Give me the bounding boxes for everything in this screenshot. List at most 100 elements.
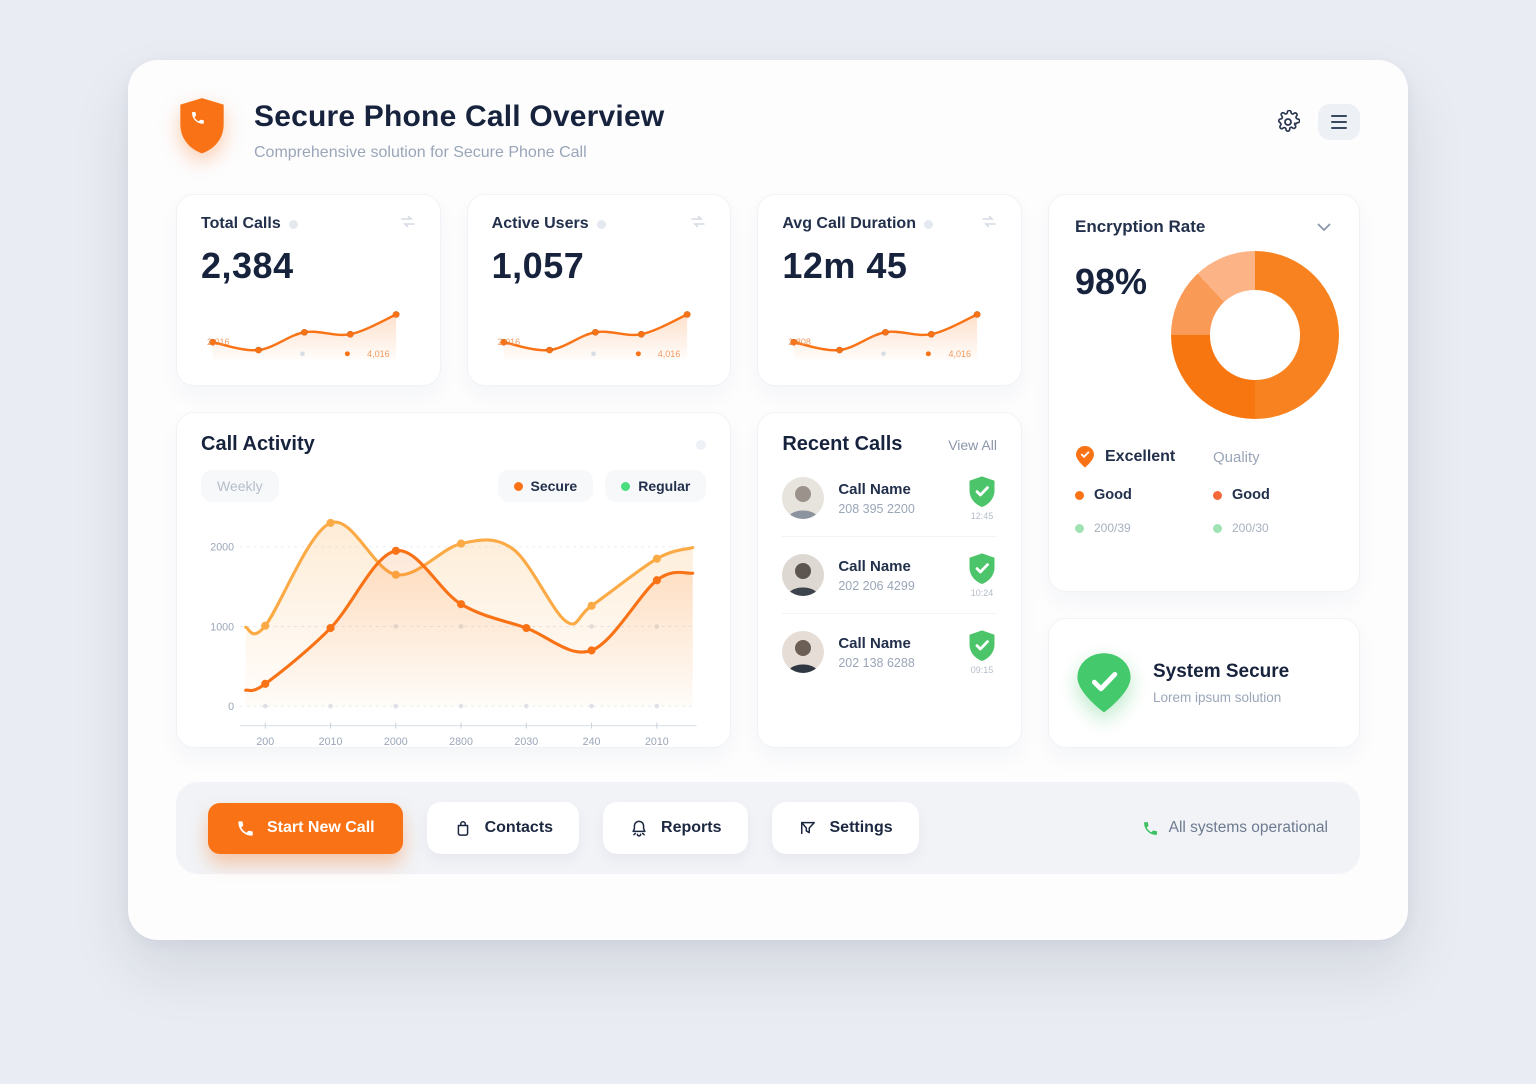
system-status: All systems operational	[1142, 819, 1328, 837]
green-phone-icon	[1143, 821, 1157, 835]
call-time: 12:45	[970, 511, 994, 521]
page-title: Secure Phone Call Overview	[254, 100, 665, 133]
avatar	[782, 477, 825, 519]
status-dot	[288, 219, 298, 229]
status-dot	[696, 439, 707, 450]
stat-card-active-users: Active Users 1,057 2,016 4,016	[466, 194, 732, 386]
svg-text:2000: 2000	[384, 736, 408, 748]
secure-call-badge: 12:45	[967, 475, 997, 521]
header-titles: Secure Phone Call Overview Comprehensive…	[254, 96, 664, 162]
contacts-button[interactable]: Contacts	[426, 802, 580, 854]
quality-pin-icon	[1076, 446, 1094, 468]
svg-text:0: 0	[228, 701, 234, 713]
phone-icon	[238, 820, 253, 836]
call-activity-chart: 2000 1000 0 200 2010 2000 2800 2030 240 2010	[201, 506, 706, 751]
system-secure-card: System Secure Lorem ipsum solution	[1048, 618, 1360, 748]
reports-button[interactable]: Reports	[603, 802, 748, 854]
svg-text:2800: 2800	[449, 736, 473, 748]
sparkline-avg-duration: 2,808 4,016	[782, 307, 997, 365]
recent-calls-card: Recent Calls View All Call Name 208 395 …	[757, 412, 1022, 748]
svg-text:2010: 2010	[645, 736, 669, 748]
legend-caption: Quality	[1212, 448, 1260, 466]
stat-value: 12m 45	[782, 245, 908, 286]
regular-legend-dot	[621, 481, 631, 491]
caller-name: Call Name	[838, 634, 911, 652]
sync-icon[interactable]	[981, 215, 997, 233]
app-logo-shield-phone-icon	[176, 96, 228, 154]
call-list-item[interactable]: Call Name 202 138 6288 09:15	[782, 614, 997, 690]
stat-title: Total Calls	[201, 215, 281, 232]
status-dot	[596, 219, 606, 229]
encryption-donut-chart	[1171, 251, 1339, 419]
svg-text:2030: 2030	[514, 736, 538, 748]
status-text: All systems operational	[1168, 819, 1328, 836]
view-all-link[interactable]: View All	[948, 436, 997, 453]
chevron-down-icon[interactable]	[1315, 218, 1333, 237]
right-column: Encryption Rate 98% Excellent Quality	[1048, 194, 1360, 748]
contacts-icon	[457, 821, 468, 836]
call-time: 09:15	[970, 665, 994, 675]
settings-icon	[800, 821, 815, 835]
system-secure-title: System Secure	[1153, 661, 1290, 682]
svg-text:240: 240	[583, 736, 601, 748]
reports-icon	[632, 820, 646, 837]
spark-label-right: 4,016	[948, 349, 971, 359]
sync-icon[interactable]	[400, 215, 416, 233]
avatar	[782, 631, 825, 673]
header: Secure Phone Call Overview Comprehensive…	[176, 96, 1360, 162]
gear-icon[interactable]	[1276, 110, 1300, 134]
legend-sublabel: 200/39	[1094, 521, 1131, 535]
secure-call-badge: 10:24	[967, 552, 997, 598]
left-grid: Total Calls 2,384 2,016 4,016	[176, 194, 1022, 748]
hamburger-menu-button[interactable]	[1318, 104, 1360, 140]
legend-dot	[1075, 490, 1084, 500]
stat-title: Active Users	[491, 215, 589, 232]
caller-name: Call Name	[838, 557, 911, 575]
spark-label-right: 4,016	[367, 349, 390, 359]
legend-toggle-regular[interactable]: Regular	[605, 470, 707, 502]
caller-phone: 202 206 4299	[838, 578, 915, 593]
system-secure-subtitle: Lorem ipsum solution	[1153, 690, 1282, 705]
encryption-title: Encryption Rate	[1075, 217, 1206, 236]
encryption-value: 98%	[1075, 261, 1148, 302]
legend-label: Good	[1094, 487, 1132, 503]
content: Total Calls 2,384 2,016 4,016	[176, 194, 1360, 748]
stat-value: 2,384	[201, 245, 294, 286]
avatar	[782, 554, 825, 596]
page-subtitle: Comprehensive solution for Secure Phone …	[254, 144, 587, 161]
secure-legend-dot	[513, 481, 523, 491]
shield-check-icon	[1075, 652, 1133, 714]
sparkline-active-users: 2,016 4,016	[492, 307, 707, 365]
spark-label-left: 2,016	[207, 337, 230, 347]
secure-call-badge: 09:15	[967, 629, 997, 675]
start-new-call-button[interactable]: Start New Call	[208, 802, 403, 854]
stat-title: Avg Call Duration	[782, 215, 916, 232]
call-list-item[interactable]: Call Name 202 206 4299 10:24	[782, 537, 997, 614]
legend-dot	[1075, 523, 1084, 533]
call-activity-card: Call Activity Weekly Secure Regular	[176, 412, 732, 751]
period-selector-weekly[interactable]: Weekly	[201, 470, 279, 502]
status-dot	[923, 219, 933, 229]
spark-label-left: 2,808	[788, 337, 811, 347]
settings-button[interactable]: Settings	[771, 802, 919, 854]
encryption-rate-card: Encryption Rate 98% Excellent Quality	[1048, 194, 1360, 592]
recent-calls-title: Recent Calls	[782, 433, 903, 455]
call-list-item[interactable]: Call Name 208 395 2200 12:45	[782, 460, 997, 537]
legend-sublabel: 200/30	[1231, 521, 1269, 535]
legend-label: Good	[1231, 487, 1270, 503]
svg-text:2010: 2010	[319, 736, 343, 748]
spark-label-right: 4,016	[657, 349, 681, 359]
footer-toolbar: Start New Call Contacts Reports Settings…	[176, 782, 1360, 874]
stat-value: 1,057	[491, 245, 585, 286]
sync-icon[interactable]	[690, 215, 706, 233]
svg-text:200: 200	[256, 736, 274, 748]
legend-toggle-secure[interactable]: Secure	[497, 470, 594, 502]
svg-text:2000: 2000	[210, 542, 234, 554]
caller-name: Call Name	[838, 480, 911, 498]
spark-label-left: 2,016	[497, 337, 521, 347]
dashboard-window: Secure Phone Call Overview Comprehensive…	[128, 60, 1408, 940]
stat-card-avg-duration: Avg Call Duration 12m 45 2,808 4,016	[757, 194, 1022, 386]
legend-headline: Excellent	[1105, 448, 1176, 465]
legend-dot	[1212, 490, 1222, 500]
chart-legend: Secure Regular	[497, 470, 707, 502]
